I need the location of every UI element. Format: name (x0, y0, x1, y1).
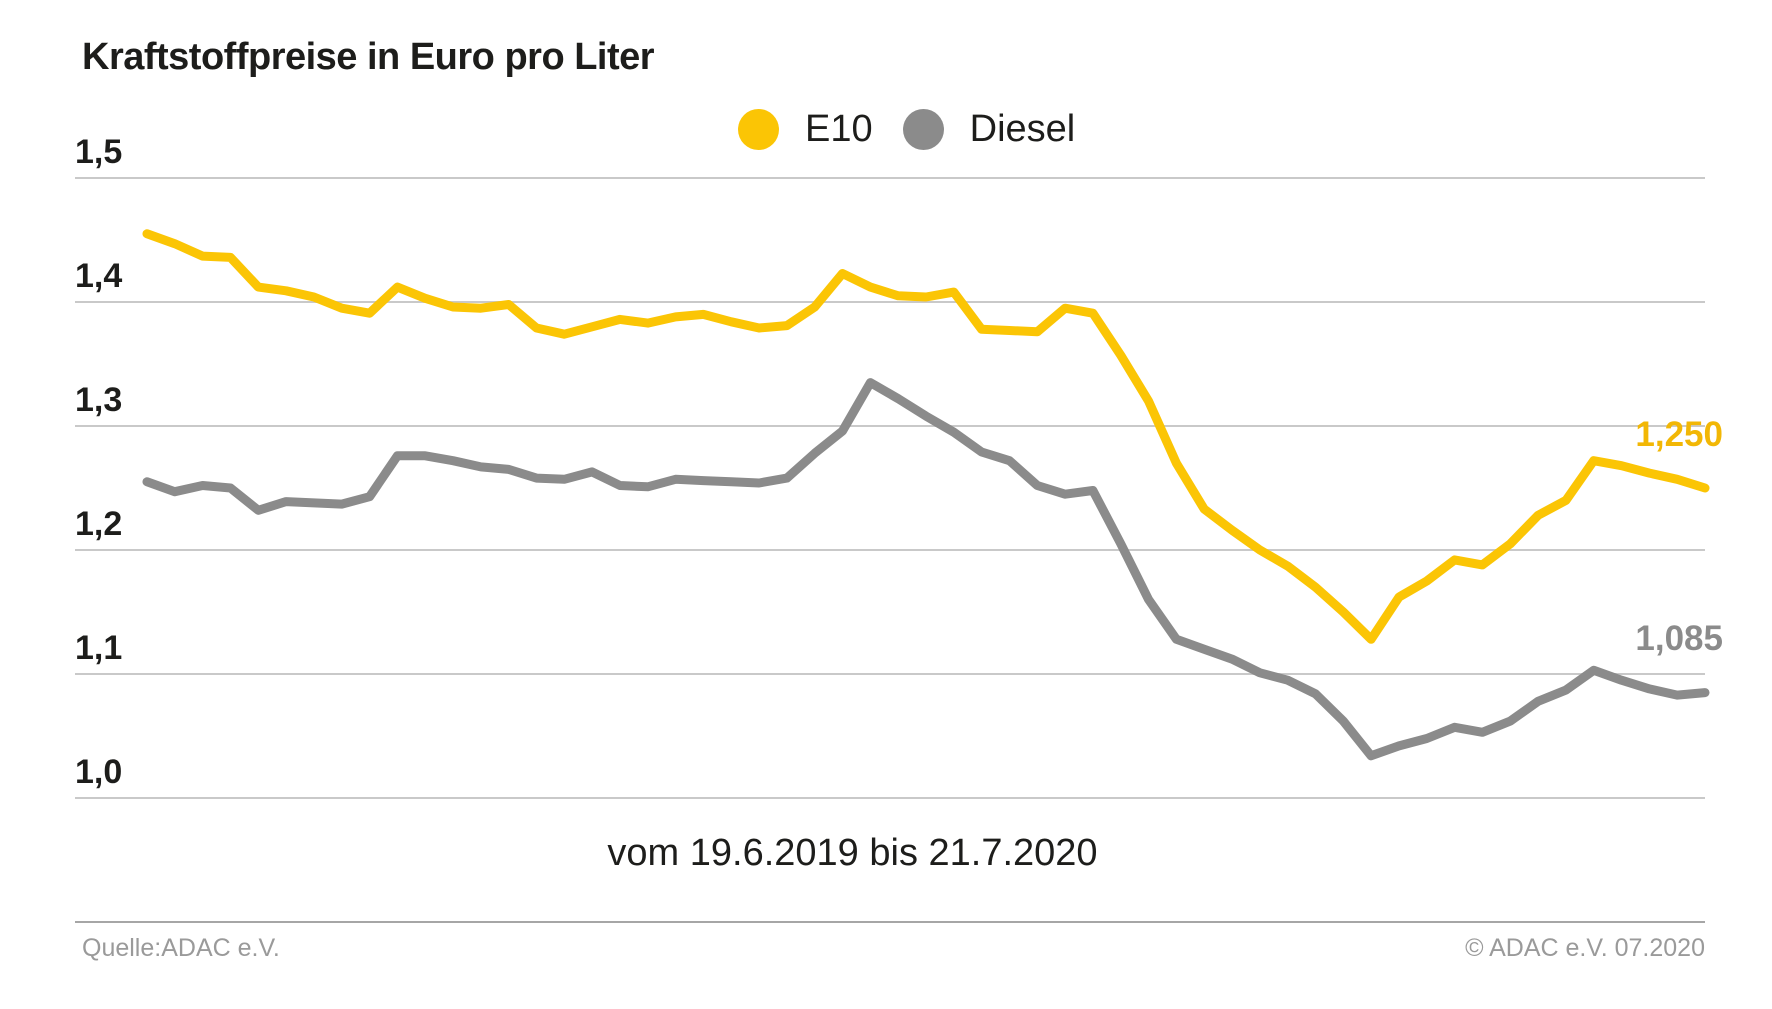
y-tick-label-1,1: 1,1 (75, 629, 122, 667)
diesel-line (142, 378, 1710, 761)
y-tick-label-1,2: 1,2 (75, 505, 122, 543)
e10-line (142, 229, 1710, 644)
end-value-label-e10: 1,250 (1635, 415, 1723, 454)
y-tick-label-1,5: 1,5 (75, 133, 122, 171)
y-tick-label-1,0: 1,0 (75, 753, 122, 791)
y-tick-label-1,3: 1,3 (75, 381, 122, 419)
legend-e10-label: E10 (805, 108, 873, 150)
footer-divider (75, 921, 1705, 923)
footer-source: Quelle:ADAC e.V. (82, 934, 280, 962)
end-value-label-diesel: 1,085 (1635, 619, 1723, 658)
x-axis-caption: vom 19.6.2019 bis 21.7.2020 (607, 832, 1098, 874)
legend-diesel-label: Diesel (969, 108, 1076, 150)
legend-e10-dot-icon (738, 108, 779, 150)
chart-title: Kraftstoffpreise in Euro pro Liter (82, 36, 655, 78)
chart-legend: E10 Diesel (738, 106, 1075, 152)
y-tick-label-1,4: 1,4 (75, 257, 122, 295)
legend-diesel-dot-icon (902, 108, 944, 150)
footer-copyright: © ADAC e.V. 07.2020 (1465, 934, 1705, 962)
